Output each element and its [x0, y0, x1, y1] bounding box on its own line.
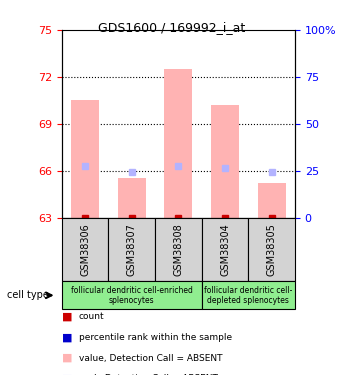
- Text: GSM38306: GSM38306: [80, 223, 90, 276]
- Bar: [71, 100, 99, 218]
- Text: percentile rank within the sample: percentile rank within the sample: [79, 333, 232, 342]
- Text: count: count: [79, 312, 105, 321]
- Text: GSM38307: GSM38307: [127, 223, 137, 276]
- Text: ■: ■: [62, 353, 72, 363]
- Text: cell type: cell type: [7, 290, 49, 300]
- Text: follicular dendritic cell-enriched
splenocytes: follicular dendritic cell-enriched splen…: [71, 286, 193, 305]
- Text: ■: ■: [62, 374, 72, 375]
- Text: ■: ■: [62, 333, 72, 342]
- Text: value, Detection Call = ABSENT: value, Detection Call = ABSENT: [79, 354, 222, 363]
- Text: GSM38308: GSM38308: [173, 223, 184, 276]
- Bar: [211, 105, 239, 218]
- Text: follicular dendritic cell-
depleted splenocytes: follicular dendritic cell- depleted sple…: [204, 286, 293, 305]
- Text: GSM38304: GSM38304: [220, 223, 230, 276]
- Bar: [118, 178, 146, 218]
- Bar: [164, 69, 192, 218]
- Text: ■: ■: [62, 312, 72, 322]
- Bar: [258, 183, 286, 218]
- Text: GSM38305: GSM38305: [267, 223, 277, 276]
- Text: GDS1600 / 169992_i_at: GDS1600 / 169992_i_at: [98, 21, 245, 34]
- Text: rank, Detection Call = ABSENT: rank, Detection Call = ABSENT: [79, 374, 218, 375]
